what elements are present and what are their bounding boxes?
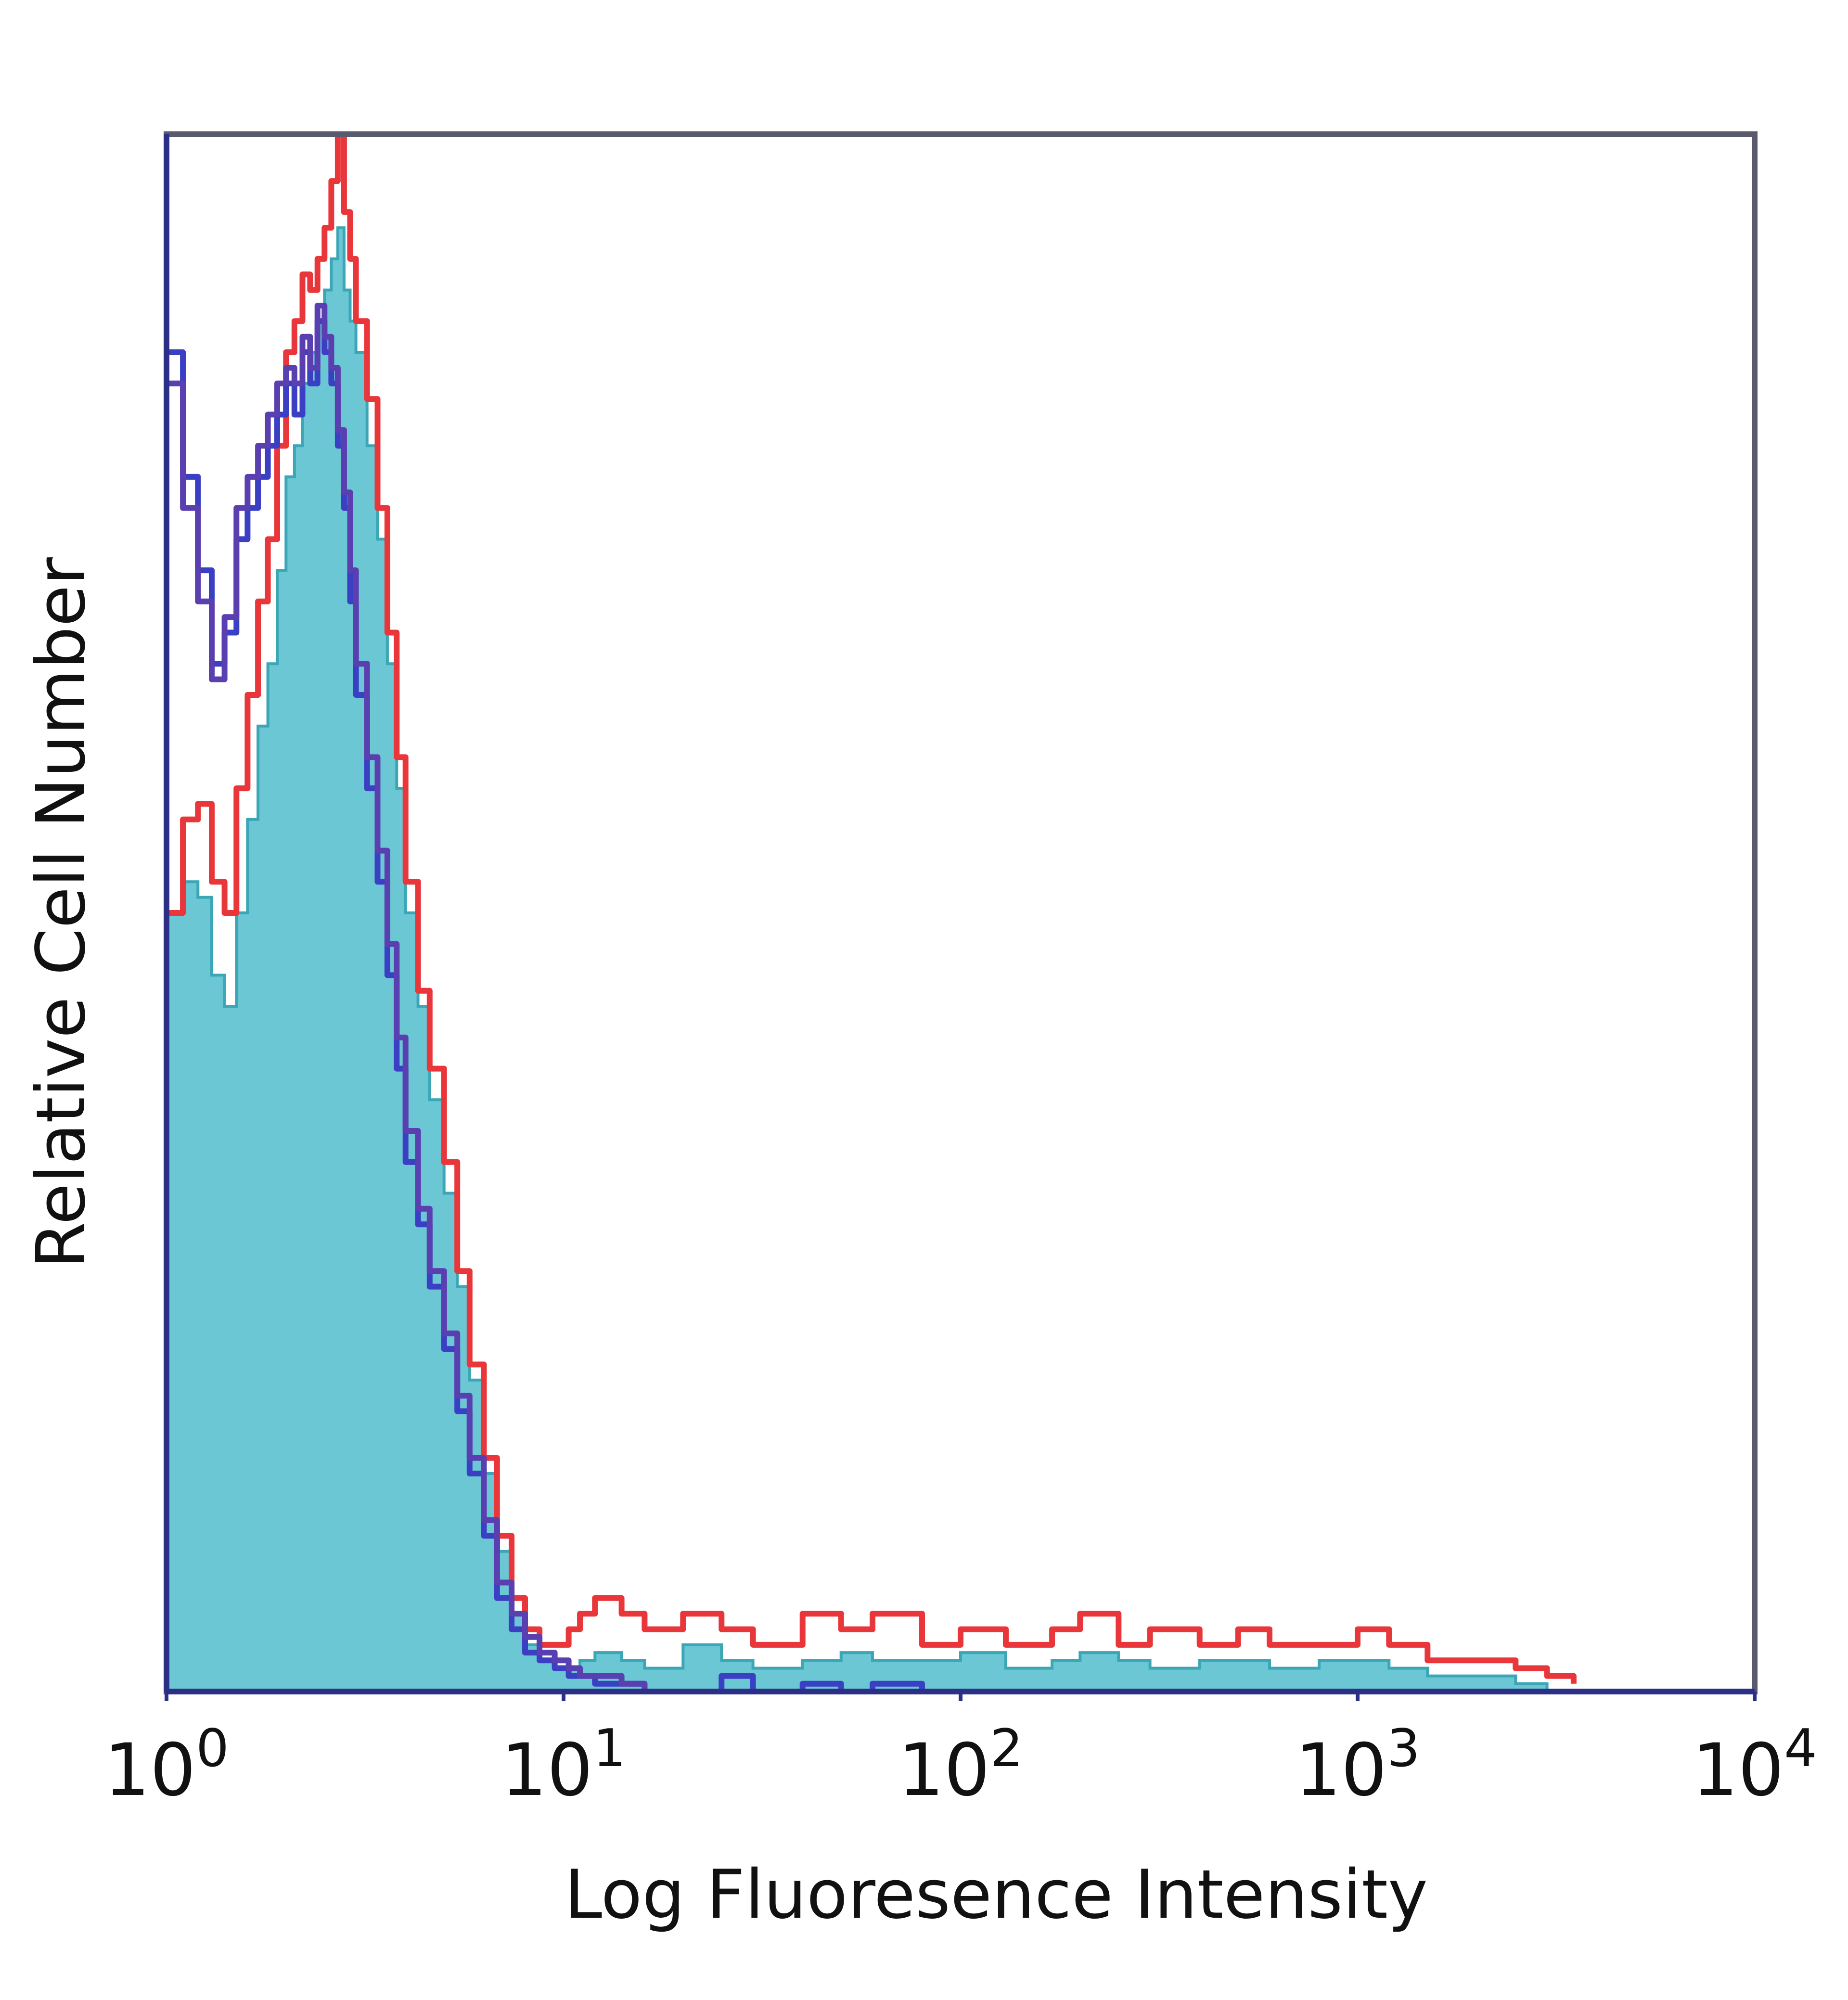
x-tick-base: 10 [104,1729,196,1812]
histogram-line-3 [167,303,683,1694]
x-axis-title: Log Fluoresence Intensity [565,1856,1428,1934]
x-tick-label: 102 [898,1718,1023,1812]
x-tick-labels: 100 101 102 103 104 [104,1692,1817,1812]
series-1 [167,131,1577,1684]
x-tick-exponent: 1 [593,1718,626,1779]
series-3 [167,303,683,1694]
histogram-line-1 [167,131,1577,1684]
x-tick-exponent: 4 [1784,1718,1817,1779]
histogram-line-2 [167,318,925,1694]
x-tick-label: 104 [1692,1718,1817,1812]
x-tick-base: 10 [1295,1729,1387,1812]
x-tick-exponent: 3 [1387,1718,1420,1779]
y-axis-title: Relative Cell Number [22,557,101,1269]
x-tick-exponent: 2 [990,1718,1023,1779]
x-tick-label: 100 [104,1718,229,1812]
x-tick-base: 10 [1692,1729,1784,1812]
x-tick-base: 10 [898,1729,990,1812]
x-tick-label: 103 [1295,1718,1420,1812]
x-tick-label: 101 [501,1718,626,1812]
series-0 [165,226,1549,1693]
x-tick-exponent: 0 [196,1718,229,1779]
series-2 [167,318,925,1694]
series-layer [165,131,1577,1694]
filled-histogram-area [165,226,1549,1693]
x-tick-base: 10 [501,1729,593,1812]
